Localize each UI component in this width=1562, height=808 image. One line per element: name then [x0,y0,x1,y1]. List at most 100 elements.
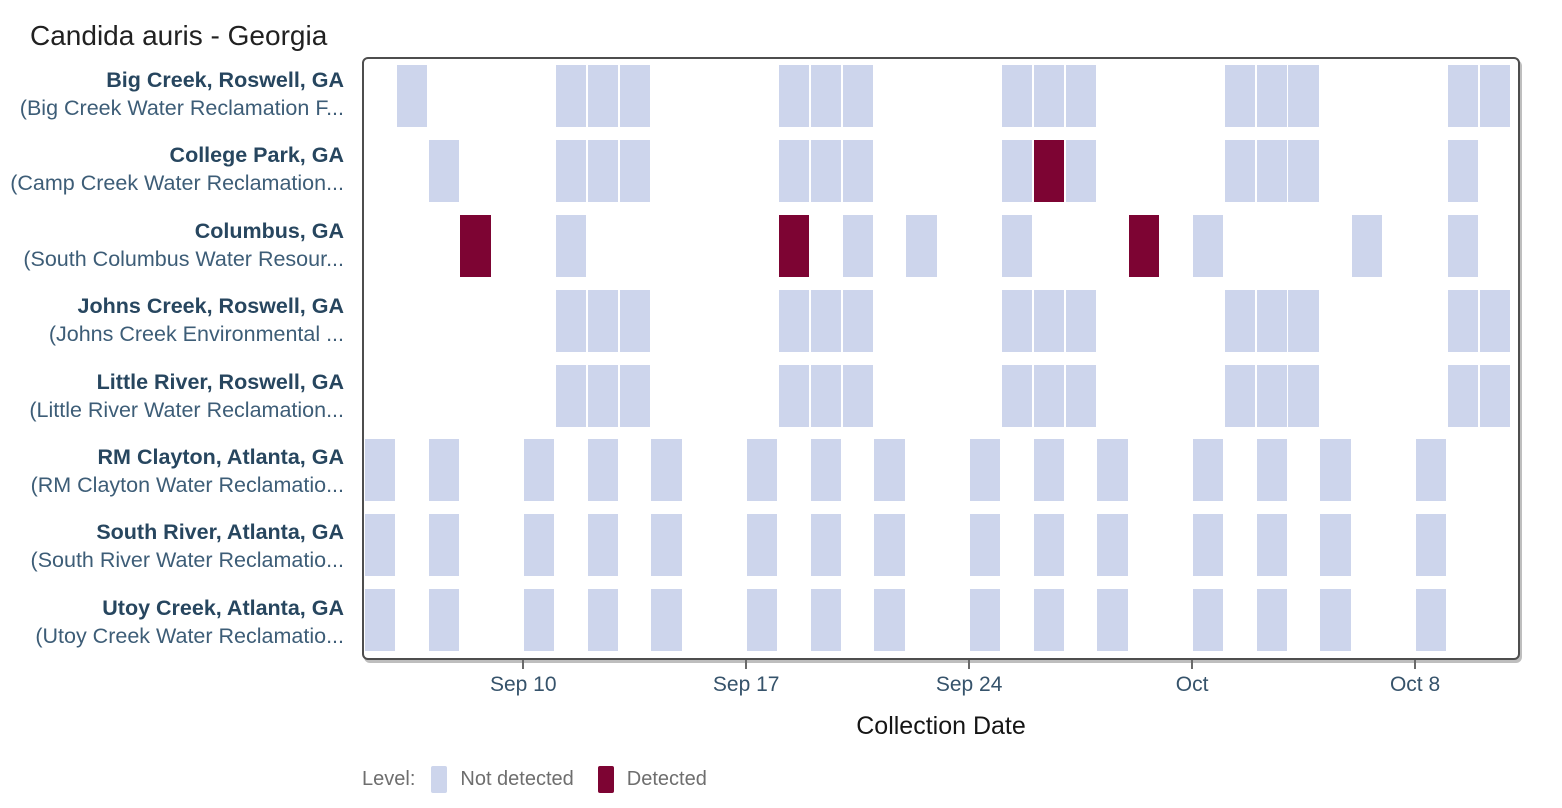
heatmap-cell[interactable] [1001,139,1033,202]
heatmap-cell[interactable] [1001,65,1033,127]
heatmap-cell[interactable] [842,214,873,277]
heatmap-cell[interactable] [1033,139,1064,202]
heatmap-cell[interactable] [1447,65,1478,127]
heatmap-cell[interactable] [1129,214,1160,277]
heatmap-cell[interactable] [1224,364,1255,427]
heatmap-cell[interactable] [842,65,873,127]
heatmap-cell[interactable] [1288,289,1319,352]
heatmap-cell[interactable] [969,514,1001,577]
heatmap-cell[interactable] [810,364,841,427]
heatmap-cell[interactable] [810,589,841,652]
heatmap-cell[interactable] [747,514,778,577]
heatmap-cell[interactable] [1033,65,1064,127]
heatmap-cell[interactable] [1256,439,1287,502]
heatmap-cell[interactable] [524,439,555,502]
heatmap-cell[interactable] [810,65,841,127]
heatmap-cell[interactable] [1479,289,1510,352]
heatmap-cell[interactable] [428,589,459,652]
heatmap-cell[interactable] [1065,65,1096,127]
heatmap-cell[interactable] [810,514,841,577]
heatmap-cell[interactable] [1065,364,1096,427]
heatmap-cell[interactable] [428,439,459,502]
heatmap-cell[interactable] [1001,289,1033,352]
heatmap-cell[interactable] [1192,439,1224,502]
heatmap-cell[interactable] [555,289,587,352]
heatmap-cell[interactable] [1320,589,1351,652]
heatmap-cell[interactable] [460,214,491,277]
heatmap-cell[interactable] [747,589,778,652]
heatmap-cell[interactable] [778,139,810,202]
heatmap-cell[interactable] [1256,139,1287,202]
heatmap-cell[interactable] [1352,214,1383,277]
heatmap-cell[interactable] [1288,139,1319,202]
heatmap-cell[interactable] [1065,289,1096,352]
heatmap-cell[interactable] [524,514,555,577]
heatmap-cell[interactable] [1479,364,1510,427]
heatmap-cell[interactable] [587,439,618,502]
heatmap-cell[interactable] [778,364,810,427]
heatmap-cell[interactable] [906,214,937,277]
heatmap-cell[interactable] [1415,514,1447,577]
heatmap-cell[interactable] [364,514,396,577]
heatmap-cell[interactable] [1447,214,1478,277]
heatmap-cell[interactable] [1256,65,1287,127]
heatmap-cell[interactable] [1288,65,1319,127]
heatmap-cell[interactable] [1097,589,1128,652]
heatmap-cell[interactable] [587,514,618,577]
heatmap-cell[interactable] [651,514,682,577]
heatmap-cell[interactable] [1447,139,1478,202]
heatmap-cell[interactable] [810,139,841,202]
heatmap-cell[interactable] [396,65,427,127]
heatmap-cell[interactable] [874,589,905,652]
heatmap-cell[interactable] [778,214,810,277]
heatmap-cell[interactable] [810,439,841,502]
heatmap-cell[interactable] [587,364,618,427]
heatmap-cell[interactable] [587,289,618,352]
heatmap-cell[interactable] [1033,514,1064,577]
heatmap-cell[interactable] [619,65,650,127]
heatmap-cell[interactable] [555,214,587,277]
heatmap-cell[interactable] [969,439,1001,502]
heatmap-cell[interactable] [1033,364,1064,427]
heatmap-cell[interactable] [524,589,555,652]
heatmap-cell[interactable] [587,139,618,202]
heatmap-cell[interactable] [1192,514,1224,577]
heatmap-cell[interactable] [874,514,905,577]
heatmap-cell[interactable] [778,289,810,352]
heatmap-cell[interactable] [874,439,905,502]
heatmap-cell[interactable] [587,589,618,652]
heatmap-cell[interactable] [364,439,396,502]
heatmap-cell[interactable] [619,139,650,202]
heatmap-cell[interactable] [428,514,459,577]
heatmap-cell[interactable] [651,439,682,502]
heatmap-cell[interactable] [1224,139,1255,202]
heatmap-cell[interactable] [1192,214,1224,277]
heatmap-cell[interactable] [842,139,873,202]
heatmap-cell[interactable] [619,289,650,352]
heatmap-cell[interactable] [1192,589,1224,652]
heatmap-cell[interactable] [842,364,873,427]
heatmap-cell[interactable] [1288,364,1319,427]
heatmap-cell[interactable] [1256,589,1287,652]
heatmap-cell[interactable] [364,589,396,652]
heatmap-cell[interactable] [1033,439,1064,502]
heatmap-cell[interactable] [619,364,650,427]
heatmap-cell[interactable] [1320,514,1351,577]
heatmap-cell[interactable] [1033,289,1064,352]
heatmap-cell[interactable] [1415,589,1447,652]
heatmap-cell[interactable] [842,289,873,352]
heatmap-cell[interactable] [428,139,459,202]
heatmap-cell[interactable] [747,439,778,502]
heatmap-cell[interactable] [1065,139,1096,202]
heatmap-cell[interactable] [1224,289,1255,352]
heatmap-cell[interactable] [1447,289,1478,352]
heatmap-cell[interactable] [1320,439,1351,502]
heatmap-cell[interactable] [555,65,587,127]
heatmap-cell[interactable] [969,589,1001,652]
heatmap-cell[interactable] [810,289,841,352]
heatmap-cell[interactable] [1097,514,1128,577]
heatmap-cell[interactable] [1447,364,1478,427]
heatmap-cell[interactable] [587,65,618,127]
heatmap-cell[interactable] [1033,589,1064,652]
heatmap-cell[interactable] [1001,214,1033,277]
